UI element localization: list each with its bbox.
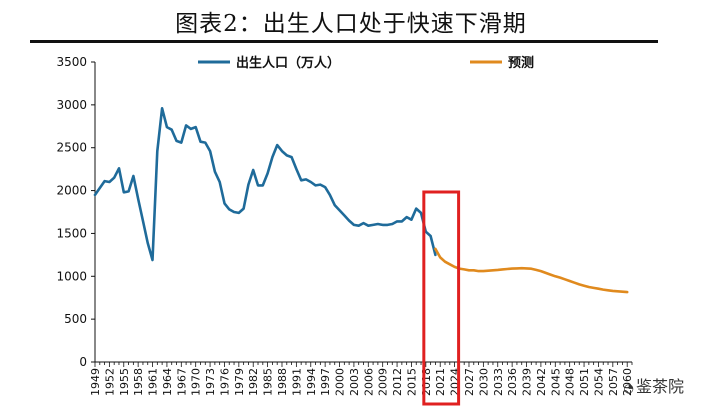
x-tick-label: 2009 <box>377 368 390 396</box>
legend-label-0: 出生人口（万人） <box>236 55 340 71</box>
x-tick-label: 1994 <box>305 368 318 396</box>
x-tick-label: 1982 <box>247 368 260 396</box>
y-tick-label: 2000 <box>56 184 87 198</box>
x-tick-label: 1970 <box>190 368 203 396</box>
x-tick-label: 2006 <box>362 368 375 396</box>
x-tick-label: 2027 <box>463 368 476 396</box>
x-tick-label: 2051 <box>578 368 591 396</box>
x-tick-label: 1964 <box>161 368 174 396</box>
x-tick-label: 2018 <box>420 368 433 396</box>
x-tick-label: 2054 <box>592 368 605 396</box>
x-tick-label: 2045 <box>549 368 562 396</box>
y-tick-label: 1500 <box>56 226 87 240</box>
x-tick-label: 2012 <box>391 368 404 396</box>
y-tick-label: 1000 <box>56 269 87 283</box>
x-tick-label: 2000 <box>334 368 347 396</box>
series-line-1 <box>434 247 629 294</box>
legend: 出生人口（万人） 预测 <box>198 55 534 71</box>
x-tick-label: 2057 <box>607 368 620 396</box>
x-tick-label: 2021 <box>434 368 447 396</box>
series-layer <box>93 107 629 294</box>
y-tick-label: 500 <box>64 312 87 326</box>
x-tick-label: 2060 <box>621 368 634 396</box>
watermark-text: 鉴茶院 <box>635 377 684 396</box>
x-tick-label: 1955 <box>118 368 131 396</box>
y-axis: 0 500 1000 1500 2000 2500 3000 3500 <box>56 55 96 369</box>
x-tick-label: 1979 <box>233 368 246 396</box>
highlight-box <box>422 190 461 406</box>
x-tick-label: 1997 <box>319 368 332 396</box>
x-tick-label: 2042 <box>535 368 548 396</box>
x-tick-label: 1988 <box>276 368 289 396</box>
x-tick-label: 1958 <box>132 368 145 396</box>
x-axis: 1949 1952 1955 1958 1961 1964 1967 1970 1973 1976… <box>89 361 634 396</box>
x-tick-label: 2039 <box>521 368 534 396</box>
wechat-icon: ◔ <box>623 381 634 395</box>
x-tick-label: 1985 <box>262 368 275 396</box>
x-tick-label: 2003 <box>348 368 361 396</box>
y-tick-label: 2500 <box>56 141 87 155</box>
x-tick-label: 1949 <box>89 368 102 396</box>
legend-label-1: 预测 <box>508 55 534 71</box>
x-tick-label: 2015 <box>405 368 418 396</box>
x-tick-label: 1991 <box>290 368 303 396</box>
x-tick-label: 2030 <box>477 368 490 396</box>
y-tick-label: 3500 <box>56 55 87 69</box>
x-tick-label: 1961 <box>147 368 160 396</box>
title-rule <box>30 40 658 43</box>
x-tick-label: 1967 <box>175 368 188 396</box>
series-line-0 <box>93 107 437 262</box>
y-tick-label: 0 <box>79 355 87 369</box>
x-tick-label: 2033 <box>492 368 505 396</box>
x-tick-label: 2036 <box>506 368 519 396</box>
watermark: ◔ 鉴茶院 <box>624 373 685 397</box>
x-tick-label: 2048 <box>564 368 577 396</box>
x-tick-label: 1976 <box>218 368 231 396</box>
x-tick-label: 1952 <box>103 368 116 396</box>
chart-title: 图表2：出生人口处于快速下滑期 <box>175 11 527 37</box>
x-tick-label: 1973 <box>204 368 217 396</box>
y-tick-label: 3000 <box>56 98 87 112</box>
